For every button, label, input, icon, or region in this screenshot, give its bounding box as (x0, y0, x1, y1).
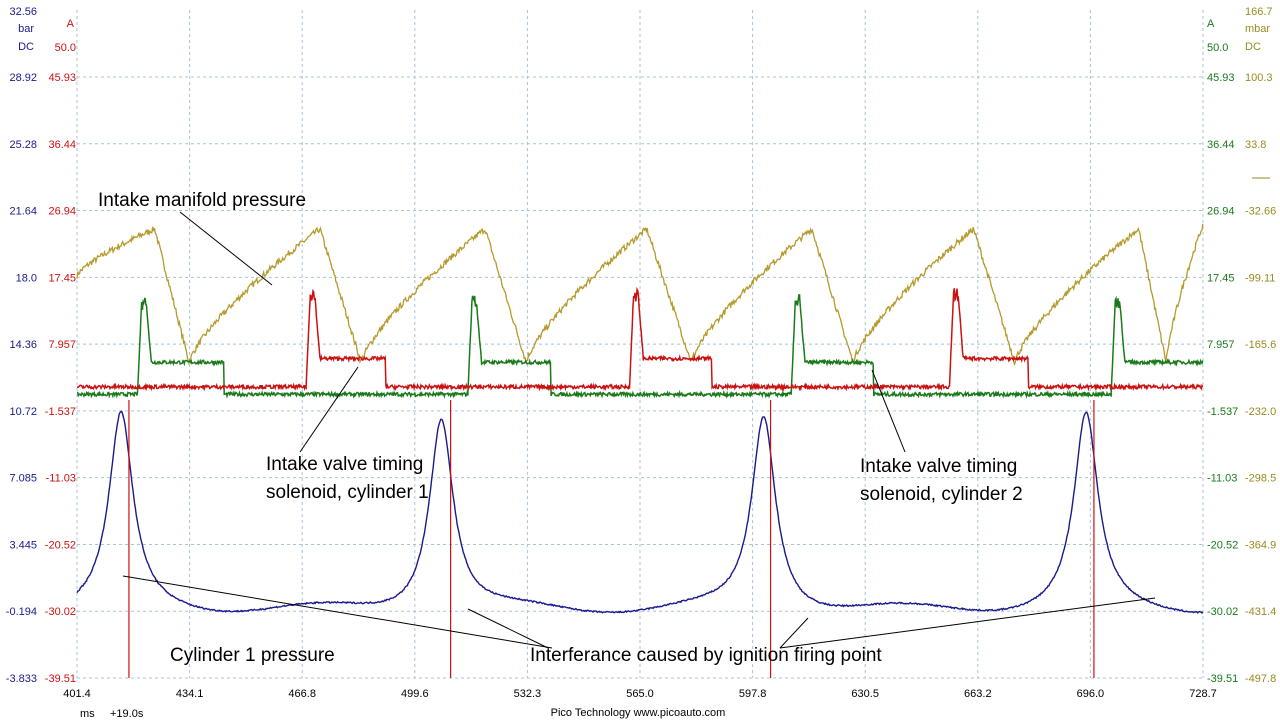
right-green-tick-label: 7.957 (1207, 339, 1235, 351)
annotation-leader-line (871, 369, 906, 453)
right-green-tick-label: 36.44 (1207, 139, 1235, 151)
left-red-axis-unit: A (67, 18, 75, 30)
right-gold-tick-label: -165.6 (1245, 339, 1276, 351)
annotation-solenoid-cyl1-line1: Intake valve timing (266, 454, 423, 475)
left-blue-tick-label: -3.833 (6, 673, 37, 685)
solenoid-cylinder-2-trace (76, 293, 1204, 399)
right-green-tick-label: -39.51 (1207, 673, 1238, 685)
left-blue-axis-unit: bar (18, 23, 34, 35)
cylinder-1-pressure-trace (76, 410, 1204, 615)
x-tick-label: 466.8 (288, 688, 316, 700)
signal-traces (76, 223, 1204, 678)
x-tick-label: 434.1 (176, 688, 204, 700)
x-tick-label: 597.8 (739, 688, 767, 700)
right-gold-tick-label: -99.11 (1245, 272, 1275, 284)
right-green-tick-label: 26.94 (1207, 206, 1235, 218)
annotation-leader-line (467, 608, 549, 649)
annotation-leader-line (299, 366, 359, 453)
annotation-solenoid-cyl1-line2: solenoid, cylinder 1 (266, 482, 429, 503)
x-tick-label: 565.0 (626, 688, 654, 700)
right-green-tick-label: -30.02 (1207, 606, 1238, 618)
annotation-solenoid-cyl2-line2: solenoid, cylinder 2 (860, 484, 1023, 505)
left-blue-tick-label: 25.28 (9, 139, 37, 151)
left-red-tick-label: -1.537 (45, 406, 76, 418)
left-blue-tick-label: 10.72 (9, 406, 37, 418)
annotations: Intake manifold pressure Intake valve tim… (98, 190, 1023, 666)
footer-credit: Pico Technology www.picoauto.com (551, 707, 726, 719)
x-tick-label: 401.4 (63, 688, 91, 700)
annotation-solenoid-cyl2-line1: Intake valve timing (860, 456, 1017, 477)
x-tick-label: 532.3 (514, 688, 542, 700)
left-blue-tick-label: 14.36 (9, 339, 37, 351)
right-gold-tick-label: -32.66 (1245, 206, 1276, 218)
left-red-tick-label: -20.52 (45, 539, 76, 551)
x-tick-label: 663.2 (964, 688, 992, 700)
right-green-tick-label: -1.537 (1207, 406, 1238, 418)
left-red-tick-label: 36.44 (48, 139, 76, 151)
x-axis-offset: +19.0s (110, 708, 144, 720)
left-red-tick-label: 7.957 (48, 339, 76, 351)
x-tick-label: 630.5 (851, 688, 879, 700)
left-blue-tick-label: 21.64 (9, 206, 37, 218)
right-green-axis-unit: A (1207, 18, 1215, 30)
annotation-intake-manifold-pressure: Intake manifold pressure (98, 190, 306, 211)
annotation-leader-line (779, 617, 809, 649)
annotation-leader-line (122, 575, 553, 649)
left-red-tick-label: 26.94 (48, 206, 76, 218)
annotation-leader-line (179, 211, 273, 286)
left-blue-tick-label: -0.194 (6, 606, 37, 618)
annotation-leaders (122, 211, 1156, 649)
right-gold-axis-unit: mbar (1245, 23, 1270, 35)
annotation-cylinder-1-pressure: Cylinder 1 pressure (170, 645, 335, 666)
x-tick-label: 696.0 (1077, 688, 1105, 700)
left-red-axis-max: 50.0 (55, 42, 76, 54)
right-green-tick-label: 17.45 (1207, 272, 1235, 284)
right-gold-tick-label: -497.8 (1245, 673, 1276, 685)
left-red-tick-label: -11.03 (46, 473, 76, 485)
left-blue-tick-label: 18.0 (16, 272, 37, 284)
x-tick-label: 728.7 (1189, 688, 1217, 700)
right-gold-tick-label: 100.3 (1245, 72, 1273, 84)
right-green-tick-label: 45.93 (1207, 72, 1235, 84)
x-tick-label: 499.6 (401, 688, 429, 700)
right-gold-tick-label: -298.5 (1245, 473, 1276, 485)
left-red-tick-label: 17.45 (48, 272, 76, 284)
grid-lines (76, 10, 1204, 679)
left-blue-axis-coupling: DC (18, 41, 34, 53)
left-blue-tick-label: 28.92 (9, 72, 37, 84)
annotation-leader-line (779, 597, 1156, 649)
right-green-axis-max: 50.0 (1207, 42, 1228, 54)
right-gold-tick-label: -364.9 (1245, 539, 1276, 551)
right-gold-axis-coupling: DC (1245, 41, 1261, 53)
left-red-tick-label: 45.93 (48, 72, 76, 84)
right-gold-tick-label: -431.4 (1245, 606, 1276, 618)
right-gold-tick-label: -232.0 (1245, 406, 1276, 418)
left-blue-tick-label: 3.445 (9, 539, 37, 551)
x-axis-unit: ms (80, 708, 95, 720)
left-blue-tick-label: 7.085 (9, 473, 37, 485)
right-gold-tick-label: 33.8 (1245, 139, 1266, 151)
left-blue-axis-max: 32.56 (9, 6, 37, 18)
left-red-tick-label: -30.02 (45, 606, 76, 618)
right-green-tick-label: -11.03 (1207, 473, 1237, 485)
solenoid-cylinder-1-trace (76, 286, 1204, 392)
left-red-tick-label: -39.51 (45, 673, 76, 685)
right-green-tick-label: -20.52 (1207, 539, 1238, 551)
axis-labels: 32.56 bar DC A 50.0 A 50.0 166.7 mbar DC 28.92 45.9… (6, 6, 1276, 720)
intake-manifold-pressure-trace (76, 223, 1204, 367)
right-gold-axis-max: 166.7 (1245, 6, 1273, 18)
annotation-ignition-interference: Interferance caused by ignition firing p… (530, 645, 882, 666)
